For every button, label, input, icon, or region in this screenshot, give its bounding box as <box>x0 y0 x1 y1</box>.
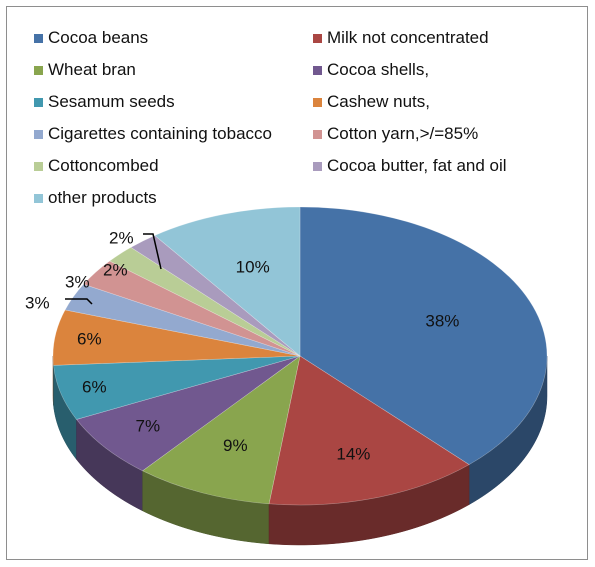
data-label: 14% <box>336 445 370 464</box>
legend-swatch <box>34 65 43 75</box>
pie-slice <box>109 247 301 357</box>
pie-slice <box>130 235 301 357</box>
legend-swatch <box>34 129 43 139</box>
legend-swatch <box>34 193 43 203</box>
legend-swatch <box>313 161 322 171</box>
legend-label: Cocoa butter, fat and oil <box>327 156 507 175</box>
legend-label: Cottoncombed <box>48 156 159 175</box>
legend-label: Cocoa shells, <box>327 60 430 79</box>
chart-legend: Cocoa beans Milk not concentrated Wheat … <box>7 7 587 207</box>
pie-slice <box>83 260 301 357</box>
legend-item-cashew-nuts: Cashew nuts, <box>313 91 430 113</box>
legend-label: Cigarettes containing tobacco <box>48 124 272 143</box>
legend-swatch <box>34 33 43 43</box>
legend-item-cottoncombed: Cottoncombed <box>34 155 159 177</box>
legend-swatch <box>313 33 322 43</box>
legend-label: Cashew nuts, <box>327 92 430 111</box>
legend-swatch <box>313 129 322 139</box>
data-label: 38% <box>425 311 459 330</box>
pie-slice <box>75 355 301 472</box>
legend-item-cocoa-butter: Cocoa butter, fat and oil <box>313 155 507 177</box>
pie-slice <box>154 206 301 357</box>
legend-swatch <box>313 65 322 75</box>
legend-label: Wheat bran <box>48 60 136 79</box>
data-label: 6% <box>77 329 102 348</box>
pie-slice <box>141 355 301 505</box>
data-label: 3% <box>65 272 90 291</box>
legend-item-cocoa-beans: Cocoa beans <box>34 27 148 49</box>
pie-slice <box>299 206 548 465</box>
legend-swatch <box>34 97 43 107</box>
legend-item-milk: Milk not concentrated <box>313 27 489 49</box>
legend-label: Cotton yarn,>/=85% <box>327 124 479 143</box>
legend-label: Milk not concentrated <box>327 28 489 47</box>
legend-item-cotton-yarn: Cotton yarn,>/=85% <box>313 123 478 145</box>
data-label: 2% <box>103 260 128 279</box>
data-label: 9% <box>223 436 248 455</box>
legend-swatch <box>34 161 43 171</box>
data-label: 10% <box>236 258 270 277</box>
legend-label: Cocoa beans <box>48 28 149 47</box>
pie-slice <box>53 355 301 420</box>
pie-slice <box>268 355 470 506</box>
data-label: 3% <box>25 293 50 312</box>
chart-frame: Cocoa beans Milk not concentrated Wheat … <box>6 6 588 560</box>
legend-label: other products <box>48 188 157 207</box>
legend-item-cigarettes: Cigarettes containing tobacco <box>34 123 272 145</box>
data-label: 6% <box>82 377 107 396</box>
legend-item-other-products: other products <box>34 187 157 209</box>
pie-chart: 38% 14% 9% 7% 6% 6% 3% 3% 2% 2% 10% <box>25 206 548 546</box>
leader-line <box>143 233 162 270</box>
data-label: 7% <box>136 417 161 436</box>
legend-swatch <box>313 97 322 107</box>
legend-item-wheat-bran: Wheat bran <box>34 59 136 81</box>
leader-line <box>65 298 93 305</box>
legend-item-sesamum-seeds: Sesamum seeds <box>34 91 175 113</box>
legend-item-cocoa-shells: Cocoa shells, <box>313 59 429 81</box>
pie-slice <box>52 309 301 366</box>
pie-slice <box>64 283 301 357</box>
data-label: 2% <box>109 228 134 247</box>
legend-label: Sesamum seeds <box>48 92 175 111</box>
